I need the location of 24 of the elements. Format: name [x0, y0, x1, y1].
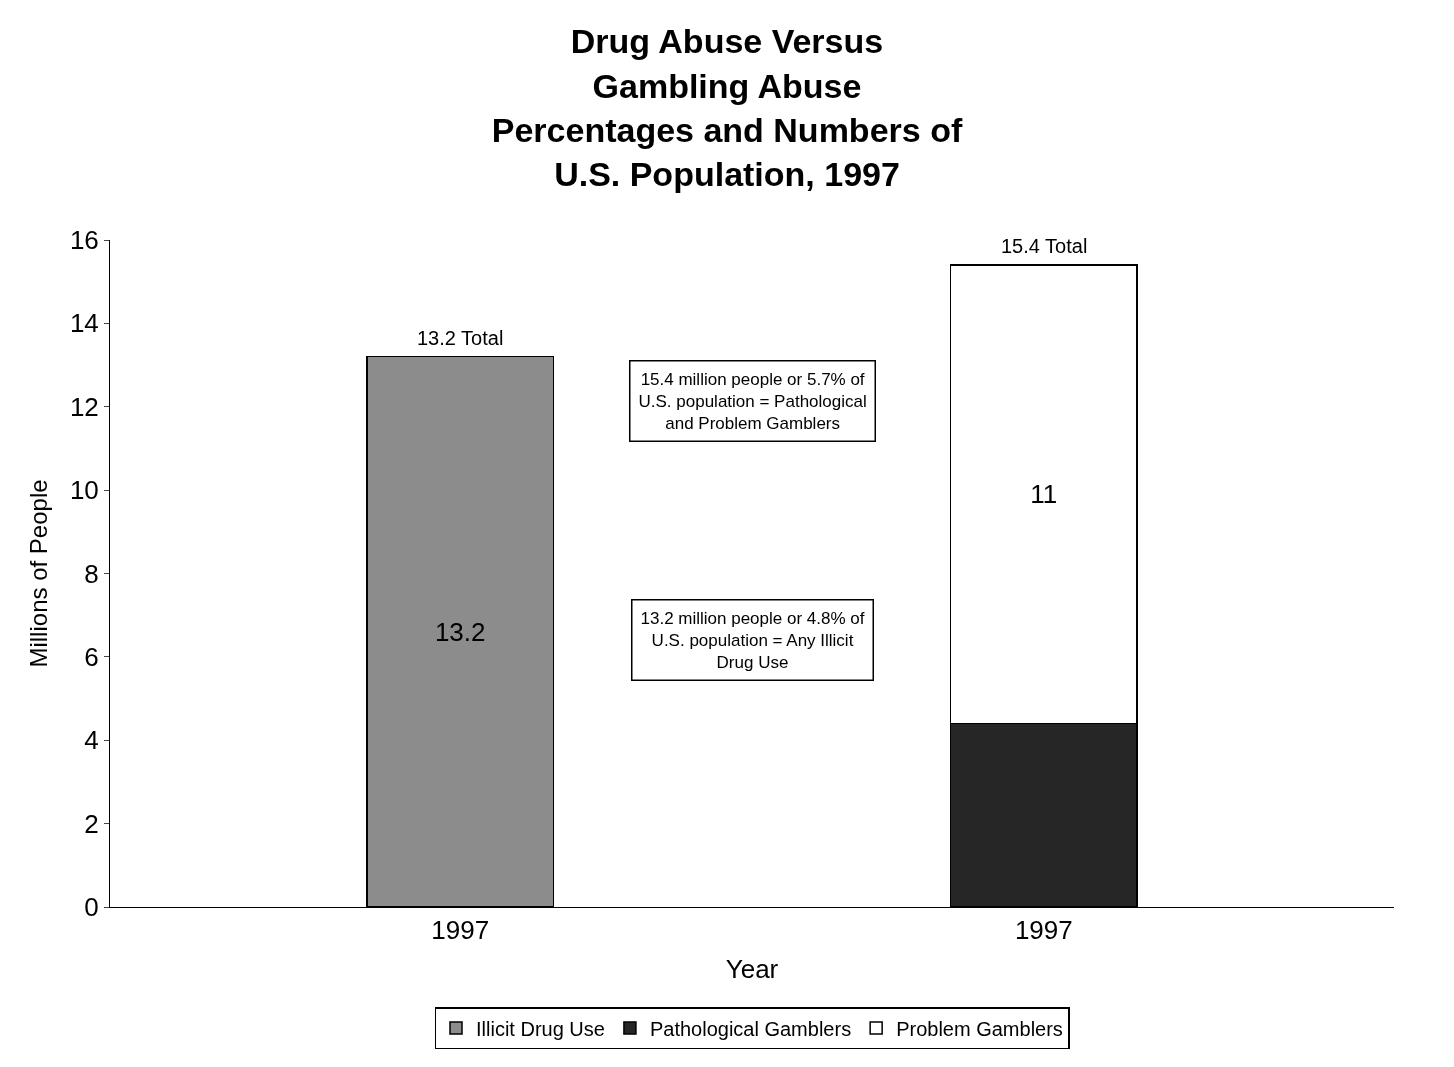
y-tick-label: 10 [69, 475, 99, 506]
total-label: 15.4 Total [1001, 235, 1088, 257]
data-label: 11 [1030, 479, 1058, 510]
y-tick-label: 12 [69, 391, 99, 422]
chart-title: Drug Abuse Versus Gambling Abuse [570, 22, 884, 105]
x-axis-title: Year [725, 953, 779, 984]
y-tick-label: 4 [84, 725, 99, 756]
y-tick-label: 2 [84, 808, 99, 839]
annotation: 13.2 million people or 4.8% of U.S. population = Any Illicit Drug Use [640, 608, 865, 672]
total-label: 13.2 Total [417, 327, 504, 349]
y-tick-label: 0 [84, 892, 99, 923]
x-tick-label: 1997 [431, 915, 490, 946]
y-tick-label: 16 [69, 225, 99, 256]
y-tick-label: 6 [84, 641, 99, 672]
y-tick-label: 8 [84, 558, 99, 589]
annotation: 15.4 million people or 5.7% of U.S. population = Pathological and Problem Gamblers [638, 369, 867, 433]
chart-subtitle: Percentages and Numbers of U.S. Population, 1997 [491, 110, 963, 193]
y-tick-label: 14 [69, 308, 99, 339]
y-axis-title: Millions of People [24, 479, 52, 668]
x-tick-label: 1997 [1014, 915, 1073, 946]
legend-label: Problem Gamblers [896, 1017, 1063, 1040]
legend-label: Pathological Gamblers [649, 1017, 852, 1040]
data-label: 13.2 [434, 616, 486, 647]
legend-label: Illicit Drug Use [476, 1017, 605, 1040]
